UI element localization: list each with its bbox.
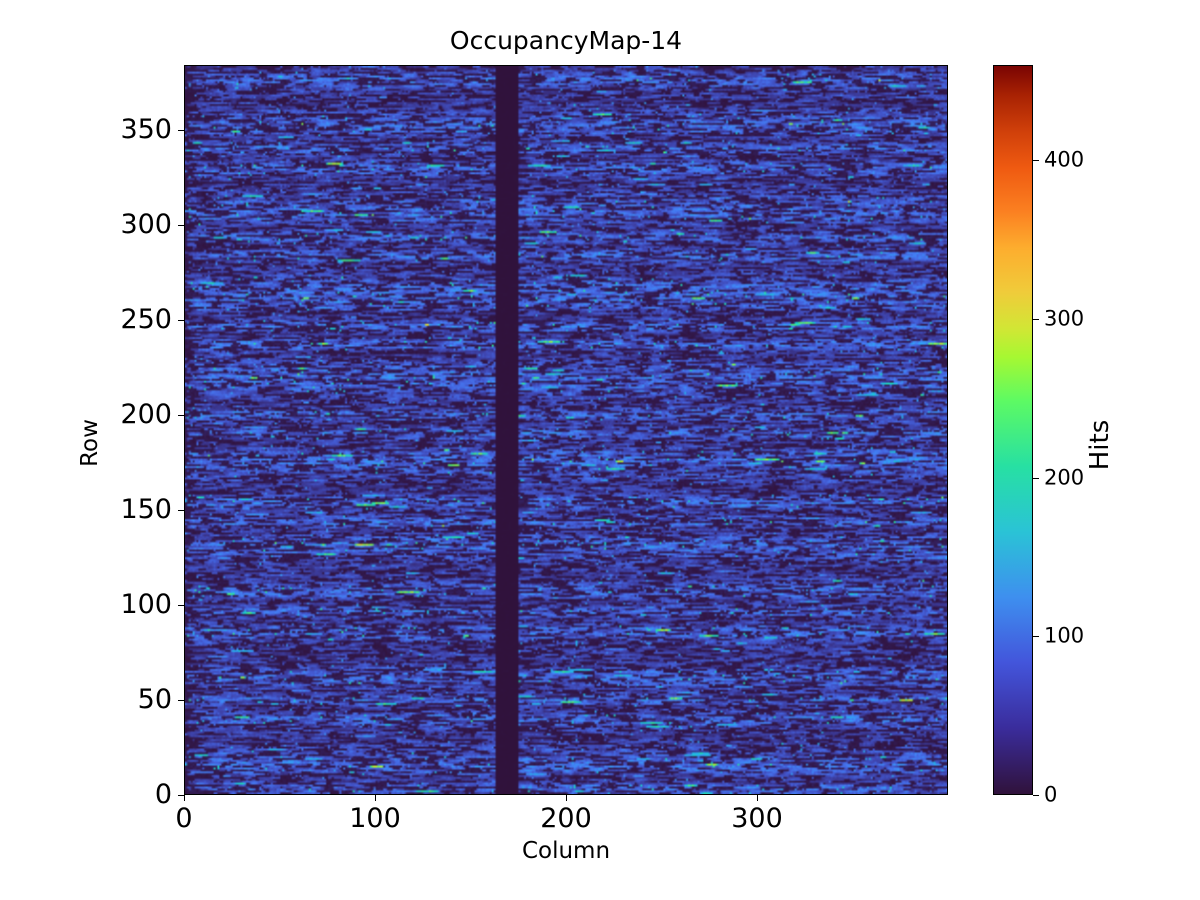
x-tick-label: 300: [731, 803, 783, 834]
colorbar-label: Hits: [1085, 419, 1115, 471]
y-tick-label: 0: [154, 779, 172, 810]
x-axis-label: Column: [521, 838, 611, 864]
y-tick-label: 200: [120, 398, 172, 430]
y-tick-label: 250: [120, 303, 172, 335]
y-tick-mark: [178, 795, 184, 797]
colorbar-tick-mark: [1033, 636, 1039, 638]
x-tick-label: 100: [349, 803, 401, 834]
page-title: OccupancyMap-14: [449, 26, 683, 55]
y-tick-mark: [178, 129, 184, 131]
colorbar-tick-mark: [1033, 795, 1039, 797]
colorbar-tick-label: 100: [1044, 623, 1085, 648]
y-tick-label: 300: [120, 208, 172, 240]
heatmap-axes[interactable]: [184, 65, 948, 795]
colorbar-tick-mark: [1033, 318, 1039, 321]
x-tick-mark: [375, 795, 377, 801]
colorbar-tick-label: 200: [1044, 465, 1085, 490]
colorbar-tick-mark: [1033, 160, 1039, 162]
colorbar-tick-label: 300: [1044, 306, 1085, 331]
y-tick-mark: [178, 699, 184, 702]
colorbar-tick-label: 400: [1044, 147, 1085, 172]
x-tick-label: 0: [175, 803, 193, 834]
x-tick-label: 200: [540, 803, 592, 834]
y-tick-mark: [178, 604, 184, 607]
y-tick-label: 100: [120, 588, 172, 620]
y-tick-label: 150: [120, 493, 172, 525]
x-tick-mark: [566, 795, 568, 801]
y-tick-label: 50: [137, 683, 172, 715]
y-tick-mark: [178, 319, 184, 321]
y-tick-mark: [178, 224, 184, 226]
heatmap-image[interactable]: [185, 66, 947, 794]
x-tick-mark: [757, 795, 759, 801]
y-axis-label: Row: [77, 419, 103, 467]
colorbar-tick-label: 0: [1044, 782, 1058, 807]
x-tick-mark: [184, 795, 186, 801]
y-tick-mark: [178, 414, 184, 416]
colorbar-tick-mark: [1033, 477, 1039, 479]
y-tick-label: 350: [120, 113, 172, 145]
y-tick-mark: [178, 509, 184, 512]
colorbar[interactable]: [993, 65, 1033, 795]
